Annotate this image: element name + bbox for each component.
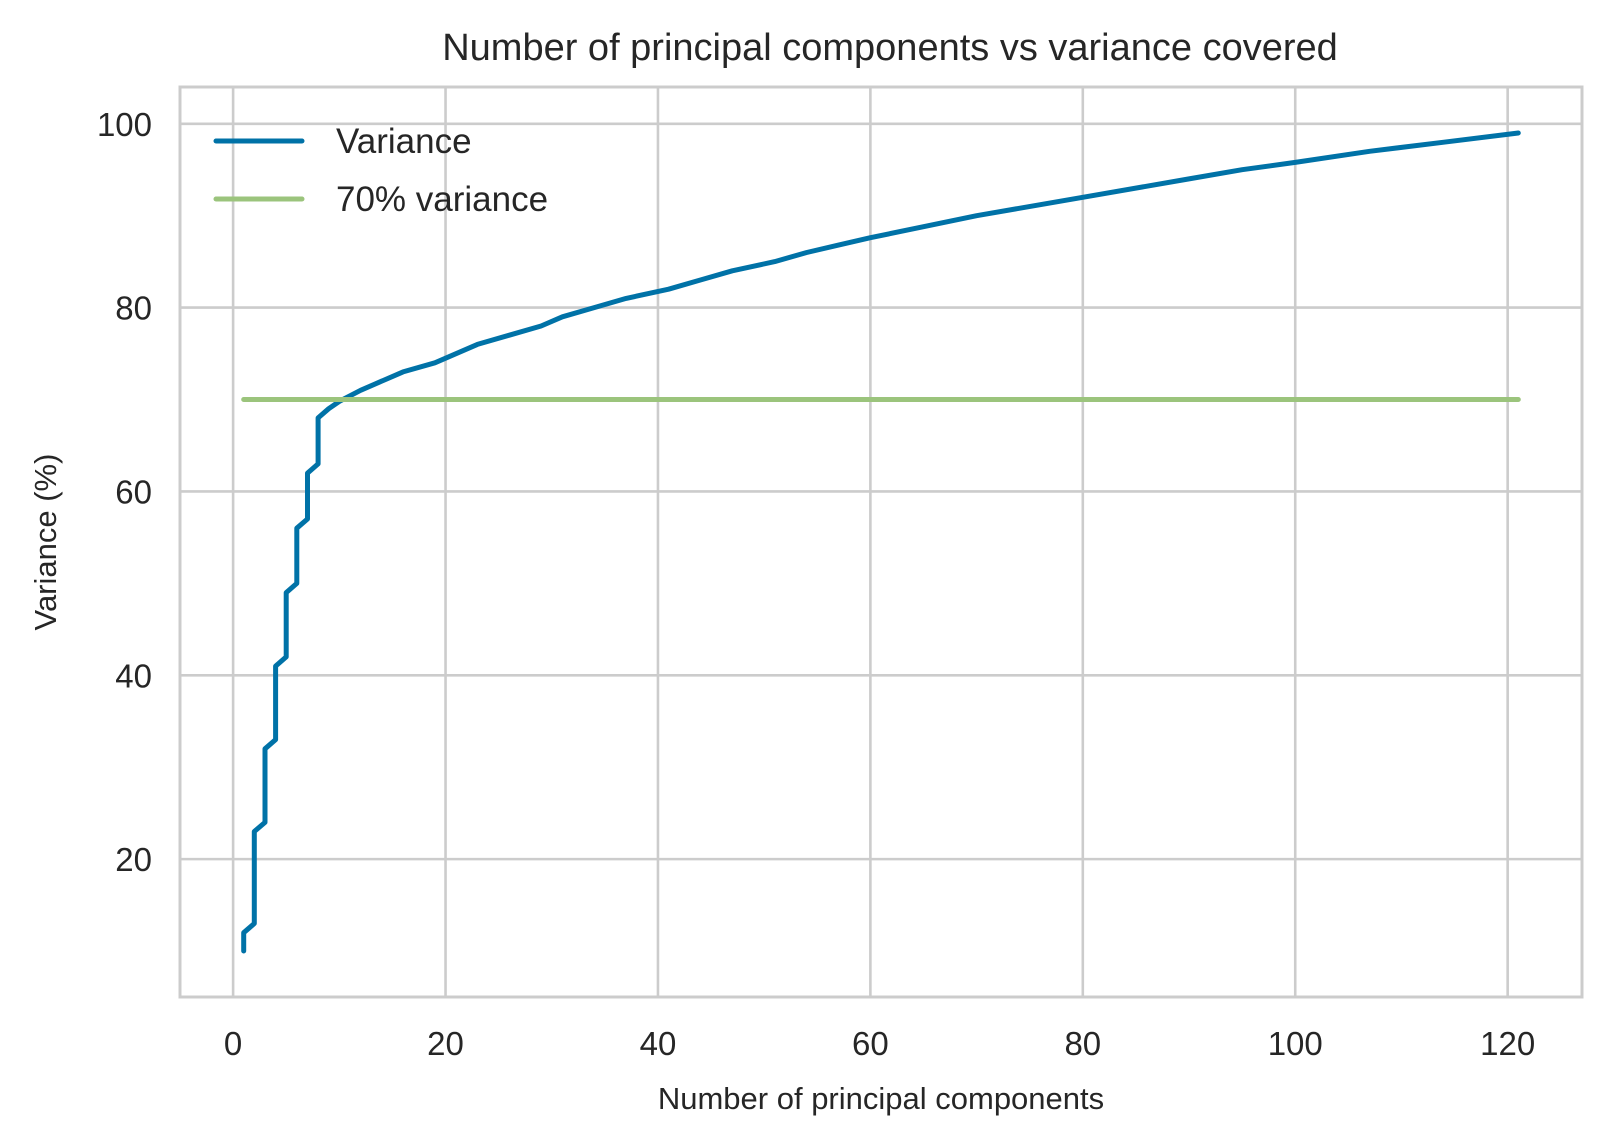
x-tick-label: 120	[1480, 1025, 1535, 1062]
x-tick-label: 80	[1064, 1025, 1101, 1062]
grid	[180, 87, 1582, 997]
x-tick-label: 60	[852, 1025, 889, 1062]
x-axis-label: Number of principal components	[658, 1081, 1104, 1116]
plot-frame	[178, 85, 1584, 999]
series-layer	[241, 130, 1521, 954]
y-tick-label: 20	[115, 841, 152, 878]
x-tick-label: 20	[427, 1025, 464, 1062]
x-tick-label: 0	[224, 1025, 242, 1062]
series-line-0	[241, 130, 1521, 954]
x-tick-label: 40	[640, 1025, 677, 1062]
chart-title: Number of principal components vs varian…	[442, 27, 1338, 69]
y-tick-label: 40	[115, 657, 152, 694]
legend-label-0: Variance	[336, 122, 472, 161]
y-tick-label: 80	[115, 290, 152, 327]
y-axis-label: Variance (%)	[28, 454, 63, 631]
y-tick-label: 60	[115, 473, 152, 510]
x-tick-label: 100	[1268, 1025, 1323, 1062]
legend-label-1: 70% variance	[336, 180, 548, 219]
legend: Variance 70% variance	[213, 122, 548, 219]
tick-labels: 0 20 40 60 80 100 120 20 40 60 80 100	[97, 106, 1535, 1062]
y-tick-label: 100	[97, 106, 152, 143]
